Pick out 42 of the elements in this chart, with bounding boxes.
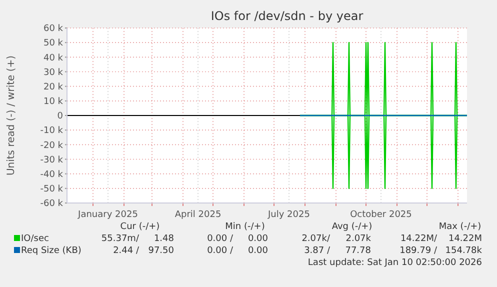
text: 189.79 / <box>400 246 438 256</box>
text: Max (-/+) <box>438 222 482 232</box>
text: 0.00 / <box>207 246 234 256</box>
y-tick-label: 50 k <box>43 38 64 49</box>
y-axis-title: Units read (-) / write (+) <box>6 55 17 176</box>
y-tick-label: 30 k <box>43 68 64 78</box>
chart-title: IOs for /dev/sdn - by year <box>210 9 364 23</box>
y-tick-label: -10 k <box>40 126 64 136</box>
text: 0.00 / <box>207 234 234 244</box>
y-tick-label: 0 <box>57 112 64 122</box>
text: 2.44 / <box>113 246 140 256</box>
y-tick-label: 40 k <box>43 53 64 64</box>
text: 97.50 <box>148 246 174 256</box>
text: 14.22M/ <box>400 234 438 244</box>
x-tick-label: October 2025 <box>350 210 412 220</box>
text: 1.48 <box>154 234 174 244</box>
y-tick-label: -20 k <box>40 140 64 151</box>
y-tick-label: -60 k <box>40 199 64 210</box>
text: Last update: Sat Jan 10 02:50:00 2026 <box>308 258 482 268</box>
y-tick-label: 60 k <box>43 24 64 34</box>
x-tick-label: July 2025 <box>267 210 310 220</box>
legend-label: IO/sec <box>21 234 49 244</box>
text: Min (-/+) <box>225 222 265 232</box>
text: 0.00 <box>248 234 268 244</box>
x-tick-label: April 2025 <box>174 210 222 220</box>
text: 55.37m/ <box>101 234 140 244</box>
y-tick-label: -30 k <box>40 155 64 166</box>
y-tick-label: -40 k <box>40 170 64 180</box>
text: 0.00 <box>248 246 268 256</box>
text: Avg (-/+) <box>332 222 372 232</box>
y-tick-label: 20 k <box>43 82 64 92</box>
text: 14.22M <box>448 234 482 244</box>
y-tick-label: -50 k <box>40 184 64 195</box>
text: Cur (-/+) <box>120 222 160 232</box>
text: 3.87 / <box>304 246 331 256</box>
legend-label: Req Size (KB) <box>21 246 82 256</box>
text: 154.78k <box>445 246 483 256</box>
text: 2.07k <box>346 234 372 244</box>
x-tick-label: January 2025 <box>77 210 138 220</box>
text: 2.07k/ <box>302 234 331 244</box>
text: 77.78 <box>345 246 372 256</box>
y-tick-label: 10 k <box>43 97 64 108</box>
